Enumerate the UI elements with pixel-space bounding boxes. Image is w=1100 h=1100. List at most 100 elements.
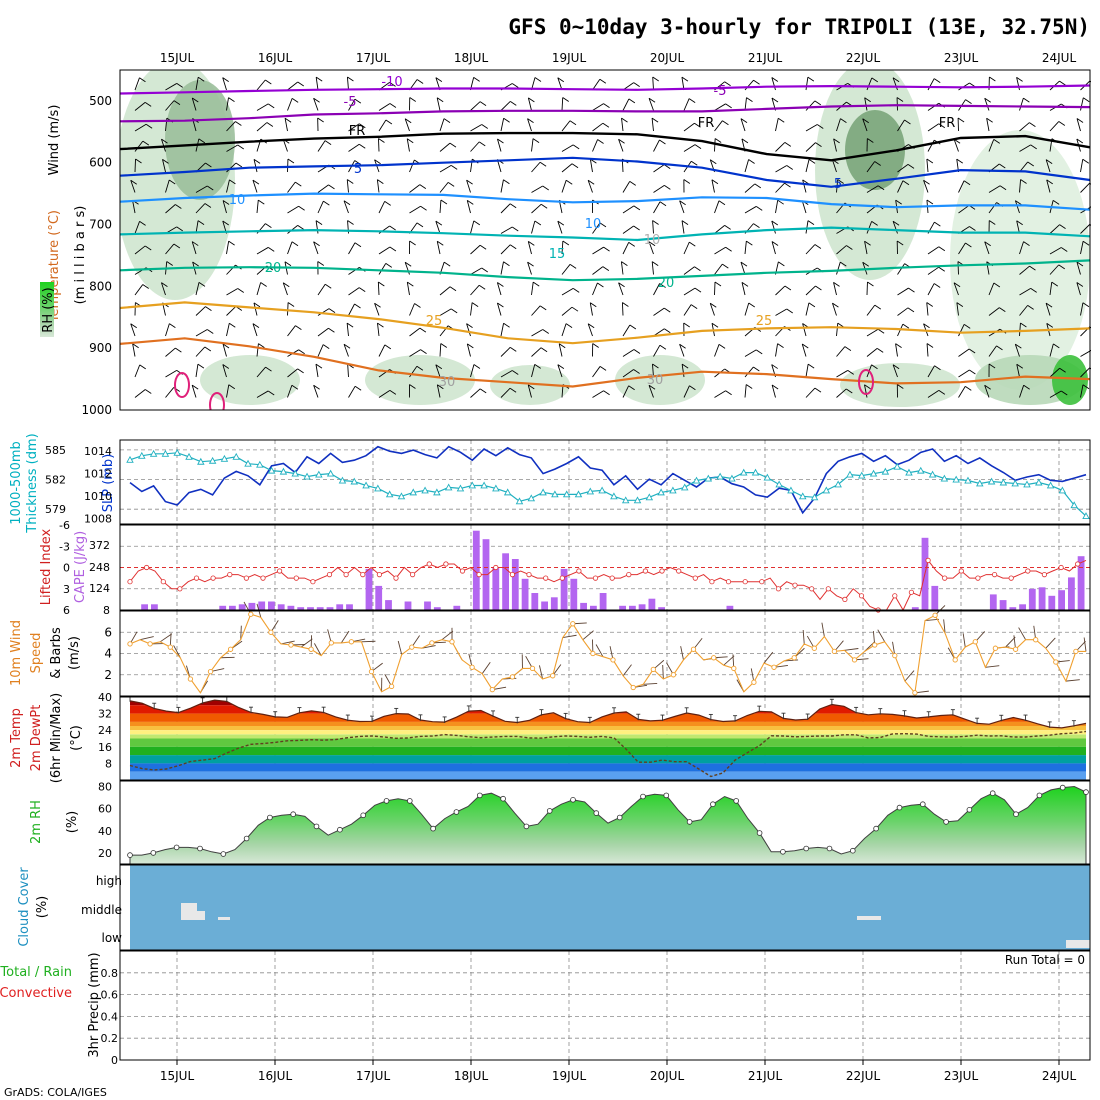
wind-barb-staff: [435, 221, 441, 234]
wind-barb-flag: [592, 343, 599, 348]
wind-barb-staff: [287, 325, 296, 337]
wind-barb-flag: [139, 364, 146, 370]
wind-barb-flag: [1020, 179, 1027, 184]
wind-barb-staff: [1014, 200, 1020, 214]
wind-barb-staff: [866, 77, 873, 91]
wind-speed-marker: [388, 683, 395, 690]
wind-barb-flag: [406, 138, 414, 144]
wind-barb-staff: [377, 281, 380, 296]
contour-label: 30: [647, 373, 664, 388]
wind-barb-staff: [653, 164, 665, 173]
cape-bar: [590, 605, 597, 611]
wind-barb-staff: [531, 305, 541, 316]
wind-barb-staff: [805, 142, 816, 152]
wind-barb-staff: [226, 384, 230, 398]
li-marker: [991, 571, 998, 578]
rh-tick: 40: [98, 825, 112, 838]
wind-barb-flag: [1045, 159, 1053, 164]
temp-band: [130, 738, 1086, 747]
wind-barb-staff: [527, 384, 532, 398]
wind-barb-staff: [986, 118, 990, 132]
wind-barb-flag: [315, 76, 323, 82]
wind-barb-flag: [534, 364, 541, 369]
wind-barb-staff: [805, 124, 818, 132]
wind-barb-staff: [740, 262, 746, 275]
wind-barb-staff: [836, 346, 846, 357]
wind-speed-marker: [449, 639, 455, 645]
wind-barb-staff: [897, 180, 904, 193]
wind-barb-staff: [252, 323, 258, 337]
cape-bar: [238, 604, 246, 610]
wind-speed-marker: [550, 673, 556, 679]
wind-barb-flag: [725, 390, 732, 396]
li-marker: [144, 564, 150, 571]
wind-barb-staff: [866, 304, 876, 316]
cape-bar: [248, 602, 256, 610]
rh-marker: [989, 790, 996, 796]
footer-credit: GrADS: COLA/IGES: [4, 1086, 107, 1099]
thickness-marker: [279, 467, 288, 475]
wind-barb-flag: [892, 220, 900, 226]
wind-barb-flag: [509, 244, 517, 250]
li-label: Lifted Index: [39, 528, 54, 605]
wind-barb-flag: [934, 365, 941, 371]
cape-bar: [297, 607, 305, 610]
cape-bar: [219, 605, 227, 611]
wind-speed-marker: [690, 646, 697, 652]
wind-barb-staff: [927, 365, 935, 378]
wind-barb-staff: [134, 140, 144, 152]
wind-barb-staff: [378, 263, 387, 275]
contour-label: FR: [939, 116, 956, 131]
wind-barb-staff: [897, 307, 909, 316]
wind-barb-flag: [652, 76, 659, 82]
wind-barb-staff: [531, 329, 543, 337]
wind-barb-staff: [317, 140, 326, 152]
wind-barb-flag: [989, 76, 996, 82]
wind-barb-flag: [512, 370, 519, 375]
wind-barb-flag: [590, 302, 597, 308]
wind-barb-staff: [378, 344, 386, 357]
rh-marker: [1036, 792, 1043, 799]
wind-barb-flag: [222, 77, 229, 82]
wind-barb-flag: [652, 363, 659, 369]
cape-bar: [433, 607, 441, 610]
wind-speed-marker: [1053, 659, 1059, 665]
wind-speed-marker: [952, 657, 958, 663]
rh-marker: [243, 835, 250, 842]
wind-barb-staff: [622, 242, 630, 255]
precip-tick: 0.6: [101, 989, 119, 1002]
cape-bar: [404, 601, 412, 610]
wind-barb-staff: [226, 306, 237, 316]
thickness-marker: [480, 481, 488, 489]
li-marker: [393, 575, 399, 581]
wind-barb-staff: [653, 344, 661, 357]
wind-barb-staff: [744, 349, 757, 357]
wind-barb-flag: [389, 82, 396, 87]
contour-label: -10: [381, 75, 402, 90]
wind-barb-staff: [378, 138, 380, 152]
wind-barb-staff: [439, 118, 445, 132]
contour-label: FR: [698, 116, 715, 131]
li-marker: [592, 575, 599, 581]
cape-bar: [336, 604, 344, 610]
thickness-marker: [869, 469, 878, 477]
thickness-line: [129, 452, 1087, 517]
wind-barb-flag: [252, 179, 260, 185]
wind-barb-flag: [816, 124, 824, 129]
wind-barb-flag: [957, 117, 965, 123]
wind-barb-flag: [440, 199, 448, 205]
wind-barb-flag: [328, 184, 335, 190]
wind-barb-staff: [313, 241, 319, 255]
ua-ytick-label: 900: [89, 341, 112, 355]
wind-barb-flag: [532, 281, 540, 287]
top-date-label: 19JUL: [552, 51, 587, 65]
wind-barb-staff: [679, 344, 685, 357]
wind-barb-staff: [561, 240, 564, 255]
wind-barb-staff: [470, 284, 480, 296]
wind-barb-flag: [956, 158, 964, 164]
wind-barb-flag: [527, 384, 535, 390]
thickness-marker: [987, 477, 996, 485]
wind-barb-flag: [754, 183, 762, 189]
wind-barb-staff: [805, 244, 816, 255]
wind-barb-flag: [926, 343, 934, 348]
